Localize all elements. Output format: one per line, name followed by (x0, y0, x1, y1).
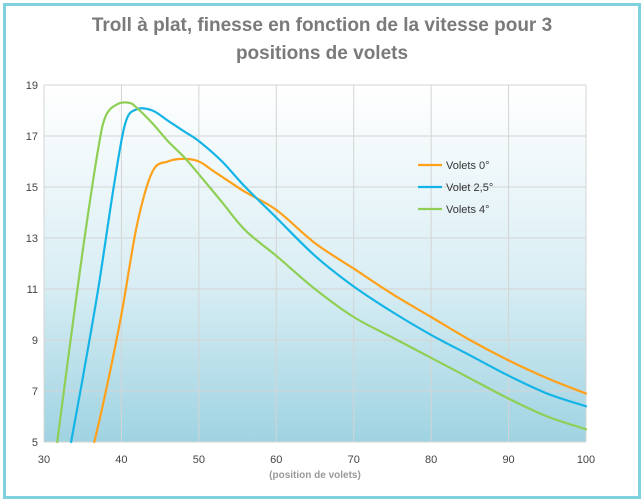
legend-label-volets-0: Volets 0° (446, 160, 490, 172)
series-line-volet-2-5 (70, 107, 588, 444)
y-tick-label: 15 (26, 182, 38, 194)
x-axis-label: (position de volets) (269, 470, 361, 481)
series-lines (56, 101, 588, 444)
legend: Volets 0° Volet 2,5° Volets 4° (418, 160, 493, 216)
series-line-volets-0 (93, 157, 588, 444)
y-tick-label: 11 (27, 284, 38, 296)
x-tick-label: 60 (270, 454, 282, 466)
legend-label-volets-4: Volets 4° (446, 204, 490, 216)
x-tick-label: 90 (502, 454, 514, 466)
y-tick-label: 13 (26, 233, 38, 245)
plot-area (44, 85, 586, 442)
x-tick-label: 100 (577, 454, 595, 466)
x-tick-label: 50 (193, 454, 205, 466)
chart-title: Troll à plat, finesse en fonction de la … (0, 12, 644, 68)
y-tick-label: 7 (32, 386, 38, 398)
y-tick-label: 19 (26, 80, 38, 92)
axis-ticks: 5 7 9 11 13 15 17 19 30 40 50 60 70 80 90 100 (26, 80, 595, 466)
legend-label-volet-2-5: Volet 2,5° (446, 182, 493, 194)
x-tick-label: 30 (38, 454, 50, 466)
y-tick-label: 9 (32, 335, 38, 347)
x-tick-label: 80 (425, 454, 437, 466)
y-tick-label: 5 (32, 437, 38, 449)
x-tick-label: 40 (115, 454, 127, 466)
series-line-volets-4 (56, 101, 588, 444)
chart-title-line1: Troll à plat, finesse en fonction de la … (91, 15, 553, 36)
x-tick-label: 70 (348, 454, 360, 466)
y-tick-label: 17 (26, 131, 38, 143)
chart-title-line2: positions de volets (235, 43, 409, 64)
